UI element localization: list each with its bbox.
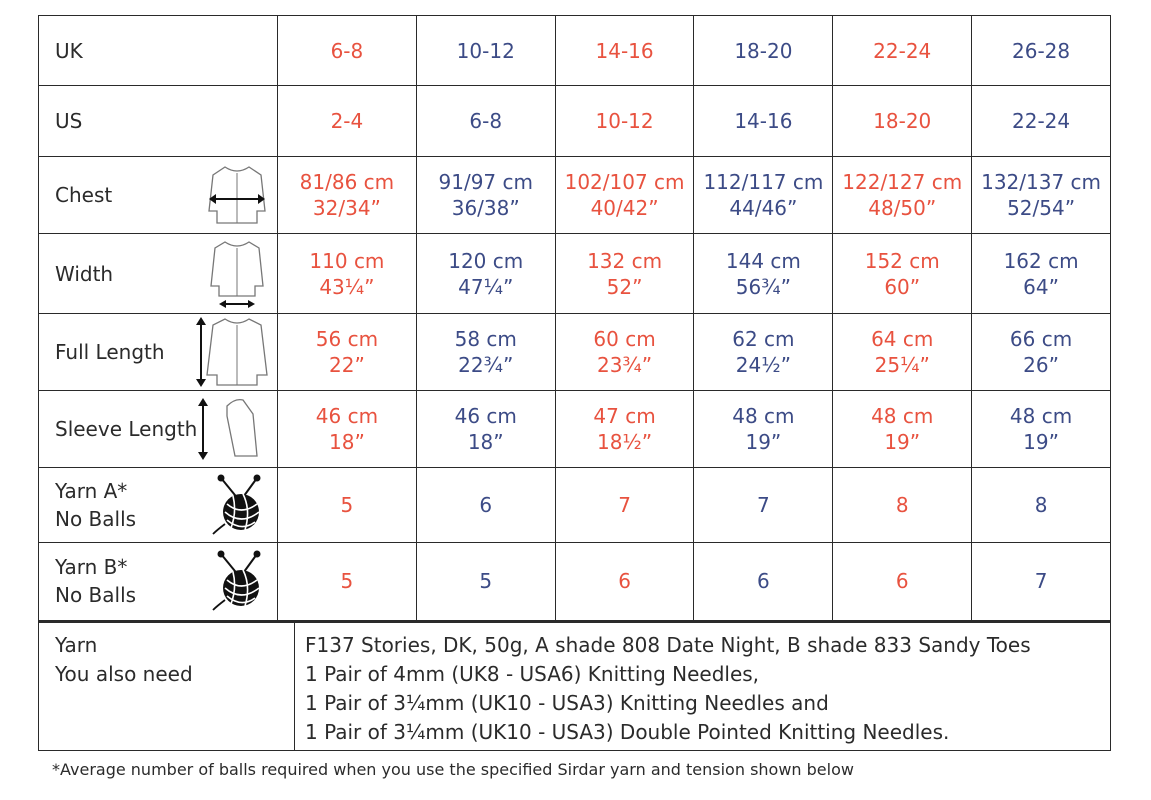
size-cell: 6 (415, 467, 556, 543)
yarn-label: Yarn (55, 633, 98, 657)
yarn-info-cell: F137 Stories, DK, 50g, A shade 808 Date … (294, 621, 1111, 751)
row-label: Yarn B* No Balls (38, 542, 278, 622)
size-cell: 10-12 (415, 15, 556, 86)
size-cell: 112/117 cm 44/46” (693, 156, 834, 234)
footnote: *Average number of balls required when y… (52, 760, 854, 779)
size-cell: 132/137 cm 52/54” (971, 156, 1111, 234)
row-width: Width 110 cm 43¼” 120 cm 47¼” 132 cm 52” 14… (38, 233, 1111, 314)
yarn-ball-icon (212, 550, 261, 611)
size-cell: 60 cm 23¾” (554, 313, 695, 391)
size-cell: 6 (554, 542, 695, 622)
size-cell: 5 (277, 542, 417, 622)
width-garment-icon (210, 240, 264, 308)
size-cell: 91/97 cm 36/38” (415, 156, 556, 234)
size-cell: 8 (832, 467, 973, 543)
size-cell: 6 (832, 542, 973, 622)
full-length-garment-icon (196, 317, 268, 387)
yarn-ball-icon (212, 474, 261, 535)
sleeve-length-icon (198, 398, 258, 460)
size-cell: 48 cm 19” (971, 390, 1111, 468)
size-cell: 5 (277, 467, 417, 543)
row-chest: Chest 81/86 cm 32/34” 91/97 cm 36/38” 102/… (38, 156, 1111, 234)
size-cell: 14-16 (693, 85, 834, 157)
row-yarn-b: Yarn B* No Balls 5 5 6 6 6 7 (38, 542, 1111, 622)
size-cell: 81/86 cm 32/34” (277, 156, 417, 234)
you-also-need-label: You also need (55, 662, 193, 686)
size-cell: 46 cm 18” (415, 390, 556, 468)
row-label: Yarn A* No Balls (38, 467, 278, 543)
size-chart-table: UK 6-8 10-12 14-16 18-20 22-24 26-28 US … (38, 15, 1111, 622)
size-cell: 6-8 (277, 15, 417, 86)
yarn-line: 1 Pair of 4mm (UK8 - USA6) Knitting Need… (305, 662, 760, 686)
size-cell: 6-8 (415, 85, 556, 157)
size-cell: 64 cm 25¼” (832, 313, 973, 391)
size-cell: 58 cm 22¾” (415, 313, 556, 391)
row-label: Width (38, 233, 278, 314)
row-uk: UK 6-8 10-12 14-16 18-20 22-24 26-28 (38, 15, 1111, 86)
chest-garment-icon (208, 166, 266, 224)
size-cell: 46 cm 18” (277, 390, 417, 468)
size-cell: 26-28 (971, 15, 1111, 86)
size-cell: 48 cm 19” (693, 390, 834, 468)
size-cell: 22-24 (832, 15, 973, 86)
row-us: US 2-4 6-8 10-12 14-16 18-20 22-24 (38, 85, 1111, 157)
size-cell: 66 cm 26” (971, 313, 1111, 391)
size-cell: 56 cm 22” (277, 313, 417, 391)
size-cell: 10-12 (554, 85, 695, 157)
row-label: Sleeve Length (38, 390, 278, 468)
size-cell: 162 cm 64” (971, 233, 1111, 314)
size-cell: 7 (971, 542, 1111, 622)
size-cell: 120 cm 47¼” (415, 233, 556, 314)
yarn-line: F137 Stories, DK, 50g, A shade 808 Date … (305, 633, 1031, 657)
row-label: UK (38, 15, 278, 86)
size-cell: 18-20 (693, 15, 834, 86)
size-cell: 6 (693, 542, 834, 622)
yarn-line: 1 Pair of 3¼mm (UK10 - USA3) Double Poin… (305, 720, 950, 744)
row-yarn-a: Yarn A* No Balls 5 6 7 7 8 8 (38, 467, 1111, 543)
size-cell: 8 (971, 467, 1111, 543)
row-label: Chest (38, 156, 278, 234)
size-cell: 122/127 cm 48/50” (832, 156, 973, 234)
size-cell: 47 cm 18½” (554, 390, 695, 468)
yarn-label-cell: Yarn You also need (38, 621, 295, 751)
row-label: US (38, 85, 278, 157)
size-cell: 48 cm 19” (832, 390, 973, 468)
size-cell: 2-4 (277, 85, 417, 157)
size-cell: 144 cm 56¾” (693, 233, 834, 314)
size-cell: 102/107 cm 40/42” (554, 156, 695, 234)
row-full-length: Full Length 56 cm 22” 58 cm 22¾” 60 cm 23¾”… (38, 313, 1111, 391)
size-cell: 18-20 (832, 85, 973, 157)
size-cell: 152 cm 60” (832, 233, 973, 314)
size-cell: 5 (415, 542, 556, 622)
row-label: Full Length (38, 313, 278, 391)
yarn-line: 1 Pair of 3¼mm (UK10 - USA3) Knitting Ne… (305, 691, 829, 715)
yarn-requirements-table: Yarn You also need F137 Stories, DK, 50g… (38, 621, 1111, 751)
size-cell: 7 (554, 467, 695, 543)
row-sleeve-length: Sleeve Length 46 cm 18” 46 cm 18” 47 cm 18½… (38, 390, 1111, 468)
size-cell: 132 cm 52” (554, 233, 695, 314)
size-cell: 14-16 (554, 15, 695, 86)
size-cell: 7 (693, 467, 834, 543)
size-cell: 62 cm 24½” (693, 313, 834, 391)
size-cell: 110 cm 43¼” (277, 233, 417, 314)
size-cell: 22-24 (971, 85, 1111, 157)
